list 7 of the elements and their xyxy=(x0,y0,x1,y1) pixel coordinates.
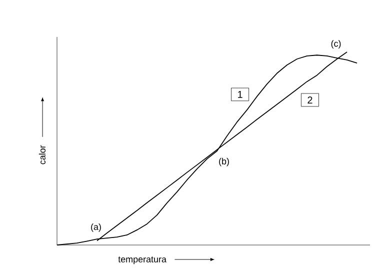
series-label: 2 xyxy=(308,96,312,104)
annotation: (b) xyxy=(219,158,229,166)
annotation: (a) xyxy=(91,223,101,232)
y-axis-title: calor xyxy=(38,145,46,164)
x-axis-title: temperatura xyxy=(118,256,166,264)
text: (c) xyxy=(331,40,341,49)
series-label: 1 xyxy=(238,90,242,98)
